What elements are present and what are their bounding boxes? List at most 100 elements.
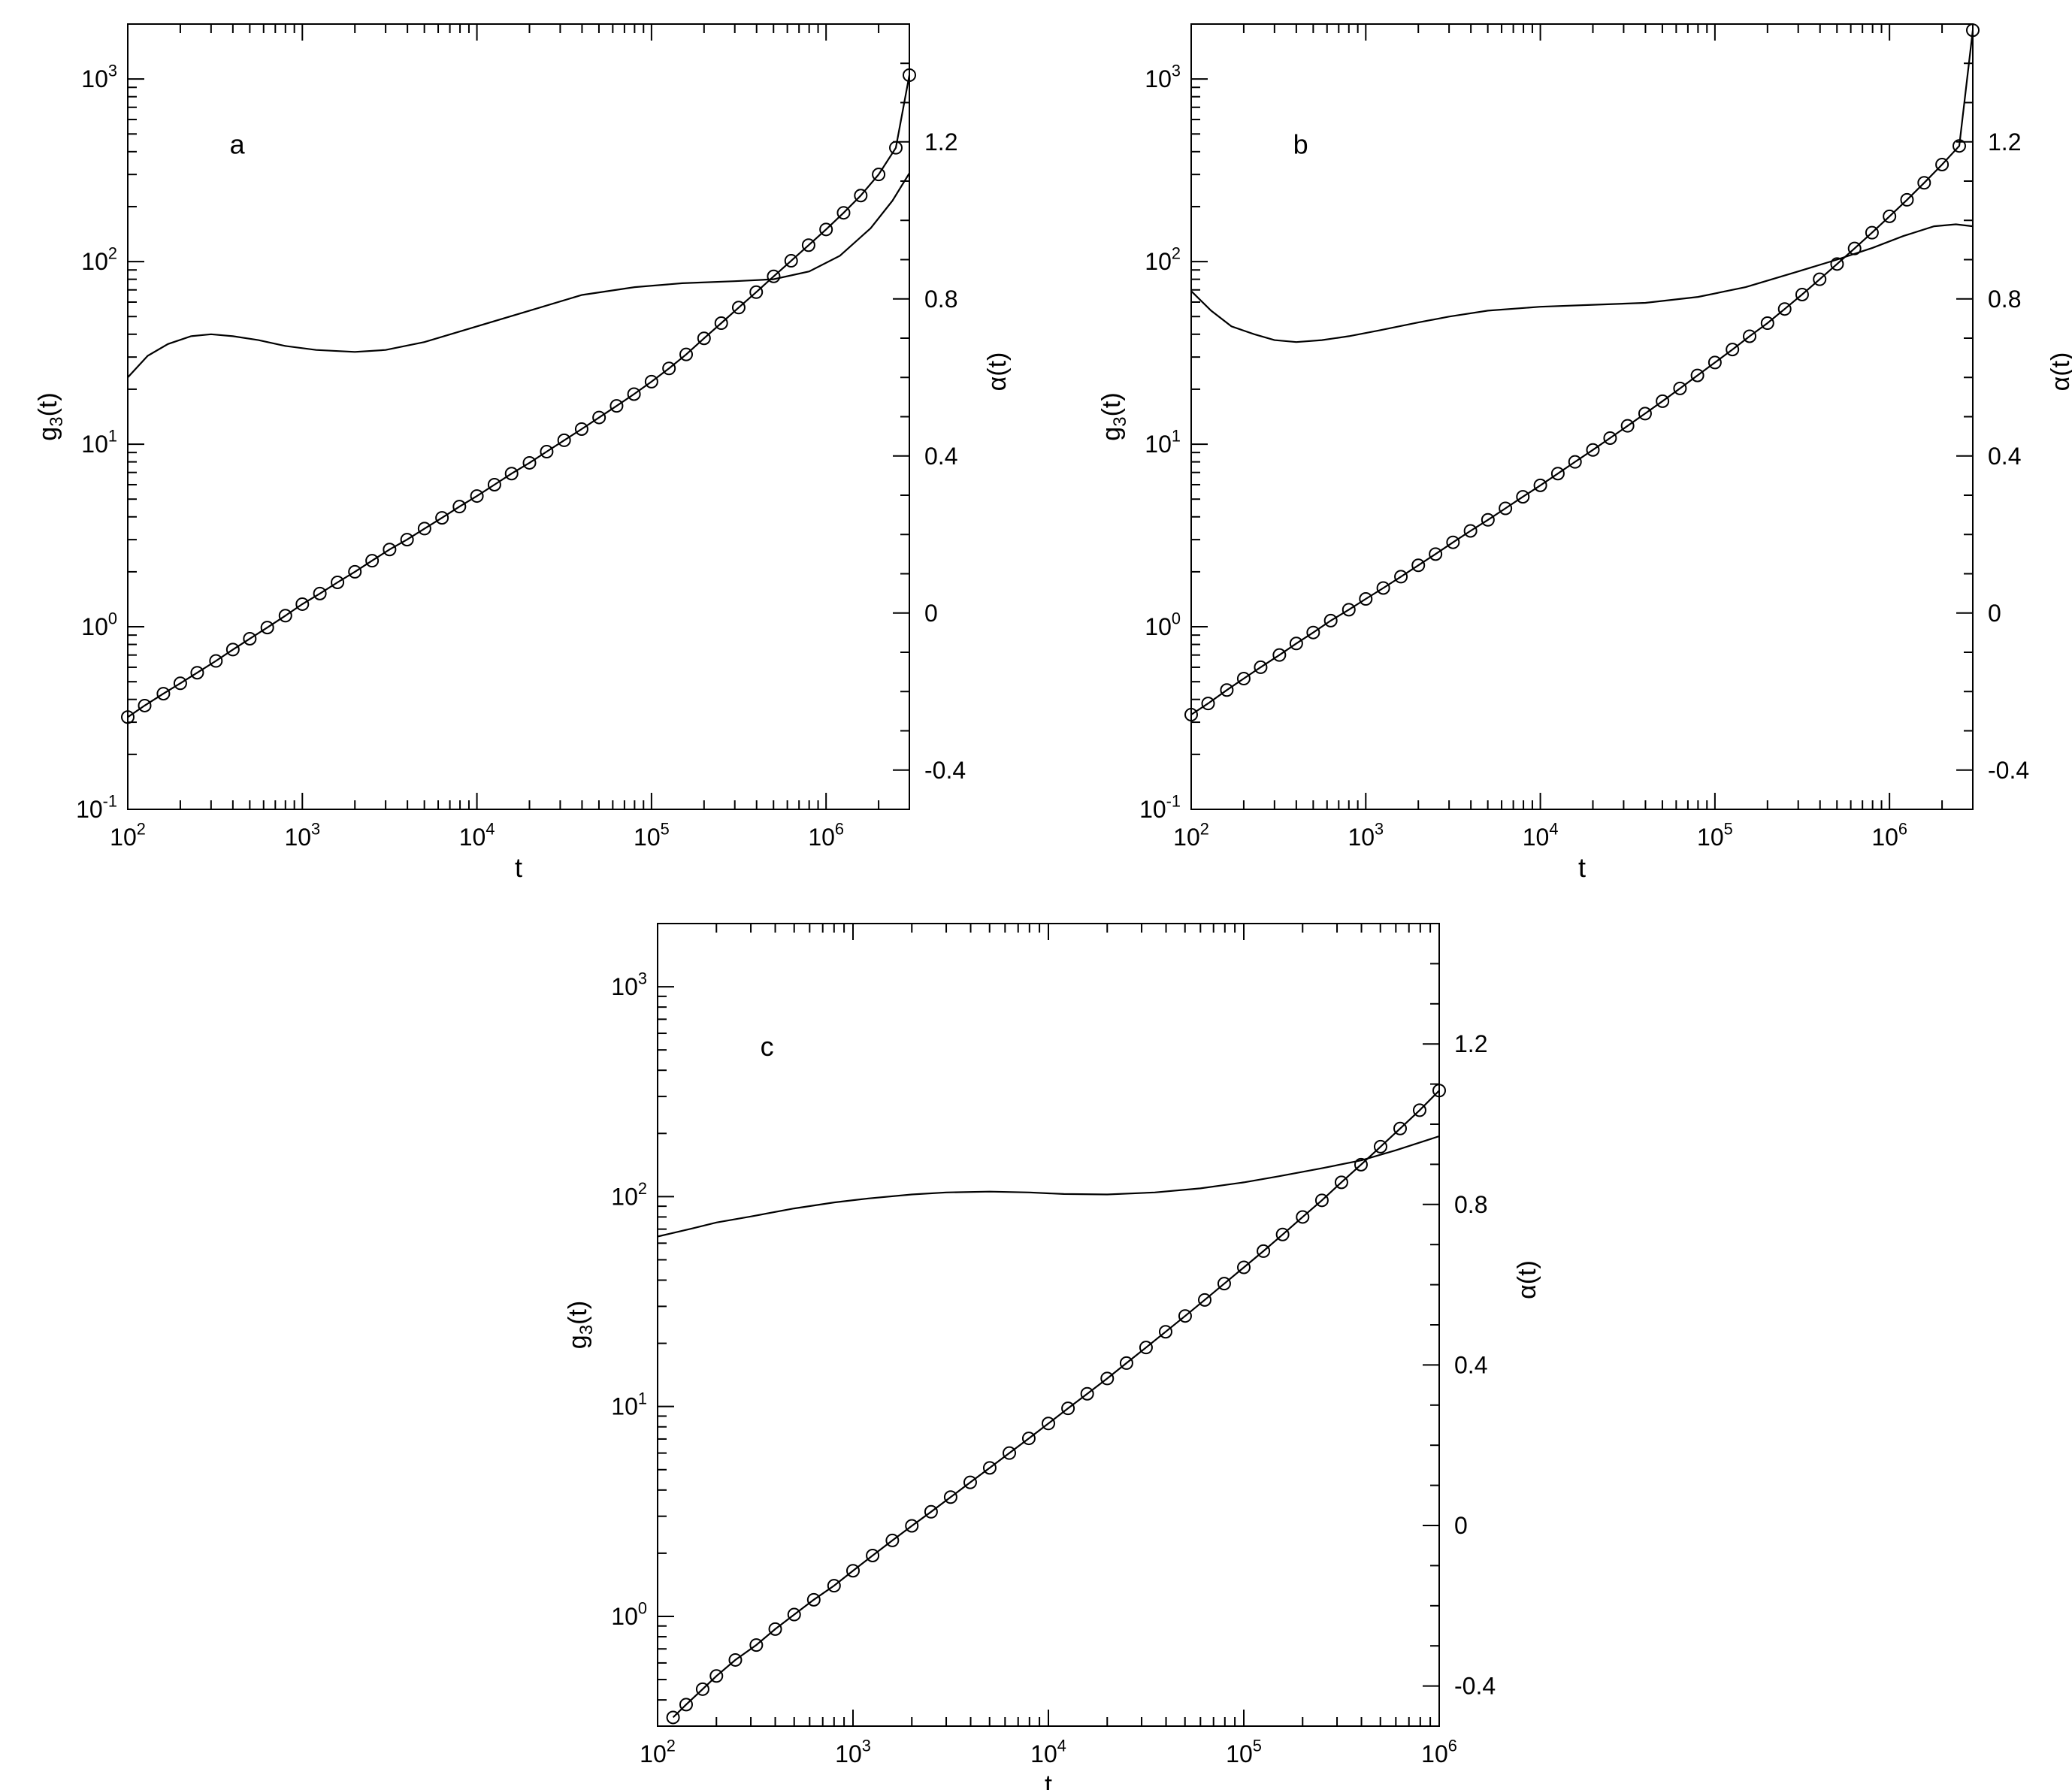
g3-data-point (156, 687, 171, 701)
y-right-tick-label: 0.4 (1988, 443, 2021, 470)
x-tick-label: 104 (1030, 1737, 1066, 1767)
g3-data-point (331, 575, 345, 589)
g3-data-point (487, 477, 501, 491)
y-tick-label: 103 (1145, 62, 1181, 92)
x-axis: 102 103 104 105 106 t (640, 924, 1457, 1790)
g3-data-point (1139, 1341, 1153, 1355)
g3-data-point (801, 238, 815, 252)
g3-data-point (854, 189, 868, 203)
x-tick-label: 104 (1523, 820, 1559, 851)
y-axis-right: -0.4 0 0.4 0.8 1.2 α(t) (893, 23, 1012, 810)
g3-data-point (1237, 1260, 1251, 1274)
g3-data-point (1550, 467, 1565, 481)
y-axis-label-right: α(t) (2046, 352, 2072, 392)
plot-frame (1190, 23, 1974, 810)
x-tick-label: 103 (284, 820, 320, 851)
g3-data-point (1198, 1293, 1212, 1307)
g3-data-point (866, 1548, 880, 1562)
g3-data-point (400, 533, 414, 547)
y-right-tick-label: 0.8 (924, 286, 957, 313)
g3-data-point (679, 1698, 693, 1712)
x-tick-label: 105 (1697, 820, 1733, 851)
g3-data-point (1499, 501, 1513, 516)
alpha-line (1190, 223, 1974, 343)
g3-data-point (1236, 672, 1251, 686)
x-tick-label: 106 (1871, 820, 1907, 851)
g3-data-point (470, 489, 484, 503)
series-g3 (666, 1084, 1446, 1725)
plot-frame (657, 923, 1440, 1727)
g3-data-point (1289, 636, 1303, 651)
y-right-tick-label: 0 (924, 600, 938, 627)
g3-data-point (557, 433, 571, 447)
x-axis-label: t (515, 852, 522, 883)
g3-data-point (1201, 697, 1215, 711)
y-axis-label-left: g3(t) (1097, 392, 1130, 440)
series-alpha (657, 1135, 1440, 1238)
g3-data-point (924, 1504, 938, 1519)
x-tick-label: 105 (634, 820, 670, 851)
y-tick-label: 101 (81, 427, 117, 458)
g3-data-point (1935, 157, 1949, 171)
g3-data-point (417, 522, 431, 536)
g3-data-point (295, 597, 310, 611)
g3-data-point (731, 301, 746, 315)
y-axis-left: 10-1 100 101 102 103 g3(t) (34, 23, 144, 823)
y-axis-label-right: α(t) (983, 352, 1012, 392)
y-tick-label: 102 (81, 244, 117, 275)
panel-label: b (1293, 129, 1308, 159)
y-tick-label: 103 (81, 62, 117, 92)
g3-data-point (278, 609, 292, 623)
g3-data-point (695, 1682, 709, 1696)
g3-data-point (1900, 192, 1914, 207)
plot-frame (127, 23, 910, 810)
x-tick-label: 105 (1226, 1737, 1262, 1767)
g3-data-point (905, 1519, 919, 1533)
g3-data-point (209, 654, 223, 668)
g3-data-point (1178, 1309, 1192, 1323)
g3-data-point (872, 168, 886, 182)
g3-data-point (697, 331, 711, 346)
g3-data-point (903, 68, 916, 82)
g3-data-point (1481, 513, 1495, 527)
g3-data-point (138, 698, 152, 712)
g3-data-point (1100, 1371, 1115, 1386)
g3-data-point (819, 222, 833, 237)
g3-data-point (1323, 613, 1338, 627)
x-axis: 102 103 104 105 106 t (1173, 24, 1974, 883)
g3-data-point (1306, 625, 1320, 640)
g3-data-point (610, 399, 624, 413)
x-axis-label: t (1578, 852, 1586, 883)
g3-data-point (1217, 1277, 1231, 1291)
x-tick-label: 103 (835, 1737, 871, 1767)
g3-data-point (1376, 581, 1390, 595)
y-tick-label: 101 (611, 1389, 647, 1420)
y-tick-label: 102 (1145, 244, 1181, 275)
g3-data-point (1021, 1432, 1036, 1446)
g3-data-point (1638, 407, 1652, 421)
g3-data-point (806, 1592, 821, 1607)
series-g3 (121, 68, 916, 724)
g3-data-point (644, 374, 658, 389)
g3-data-point (714, 316, 728, 331)
g3-data-point (190, 666, 204, 680)
y-right-tick-label: 0.8 (1988, 286, 2021, 313)
g3-data-point (1061, 1401, 1075, 1416)
x-tick-label: 103 (1348, 820, 1384, 851)
x-axis-label: t (1045, 1769, 1052, 1790)
g3-data-point (1042, 1417, 1055, 1431)
g3-data-point (1275, 1227, 1290, 1241)
g3-data-point (749, 1638, 764, 1652)
panel-label: c (761, 1031, 774, 1062)
g3-data-point (348, 564, 362, 579)
g3-data-point (243, 631, 257, 646)
g3-data-point (1220, 683, 1234, 697)
y-tick-label: 103 (611, 969, 647, 1000)
g3-data-point (1334, 1175, 1348, 1190)
g3-data-point (1953, 139, 1967, 153)
g3-data-point (1432, 1084, 1446, 1098)
y-right-tick-label: 1.2 (1988, 129, 2021, 156)
g3-data-point (452, 500, 467, 514)
g3-data-point (1813, 272, 1827, 286)
